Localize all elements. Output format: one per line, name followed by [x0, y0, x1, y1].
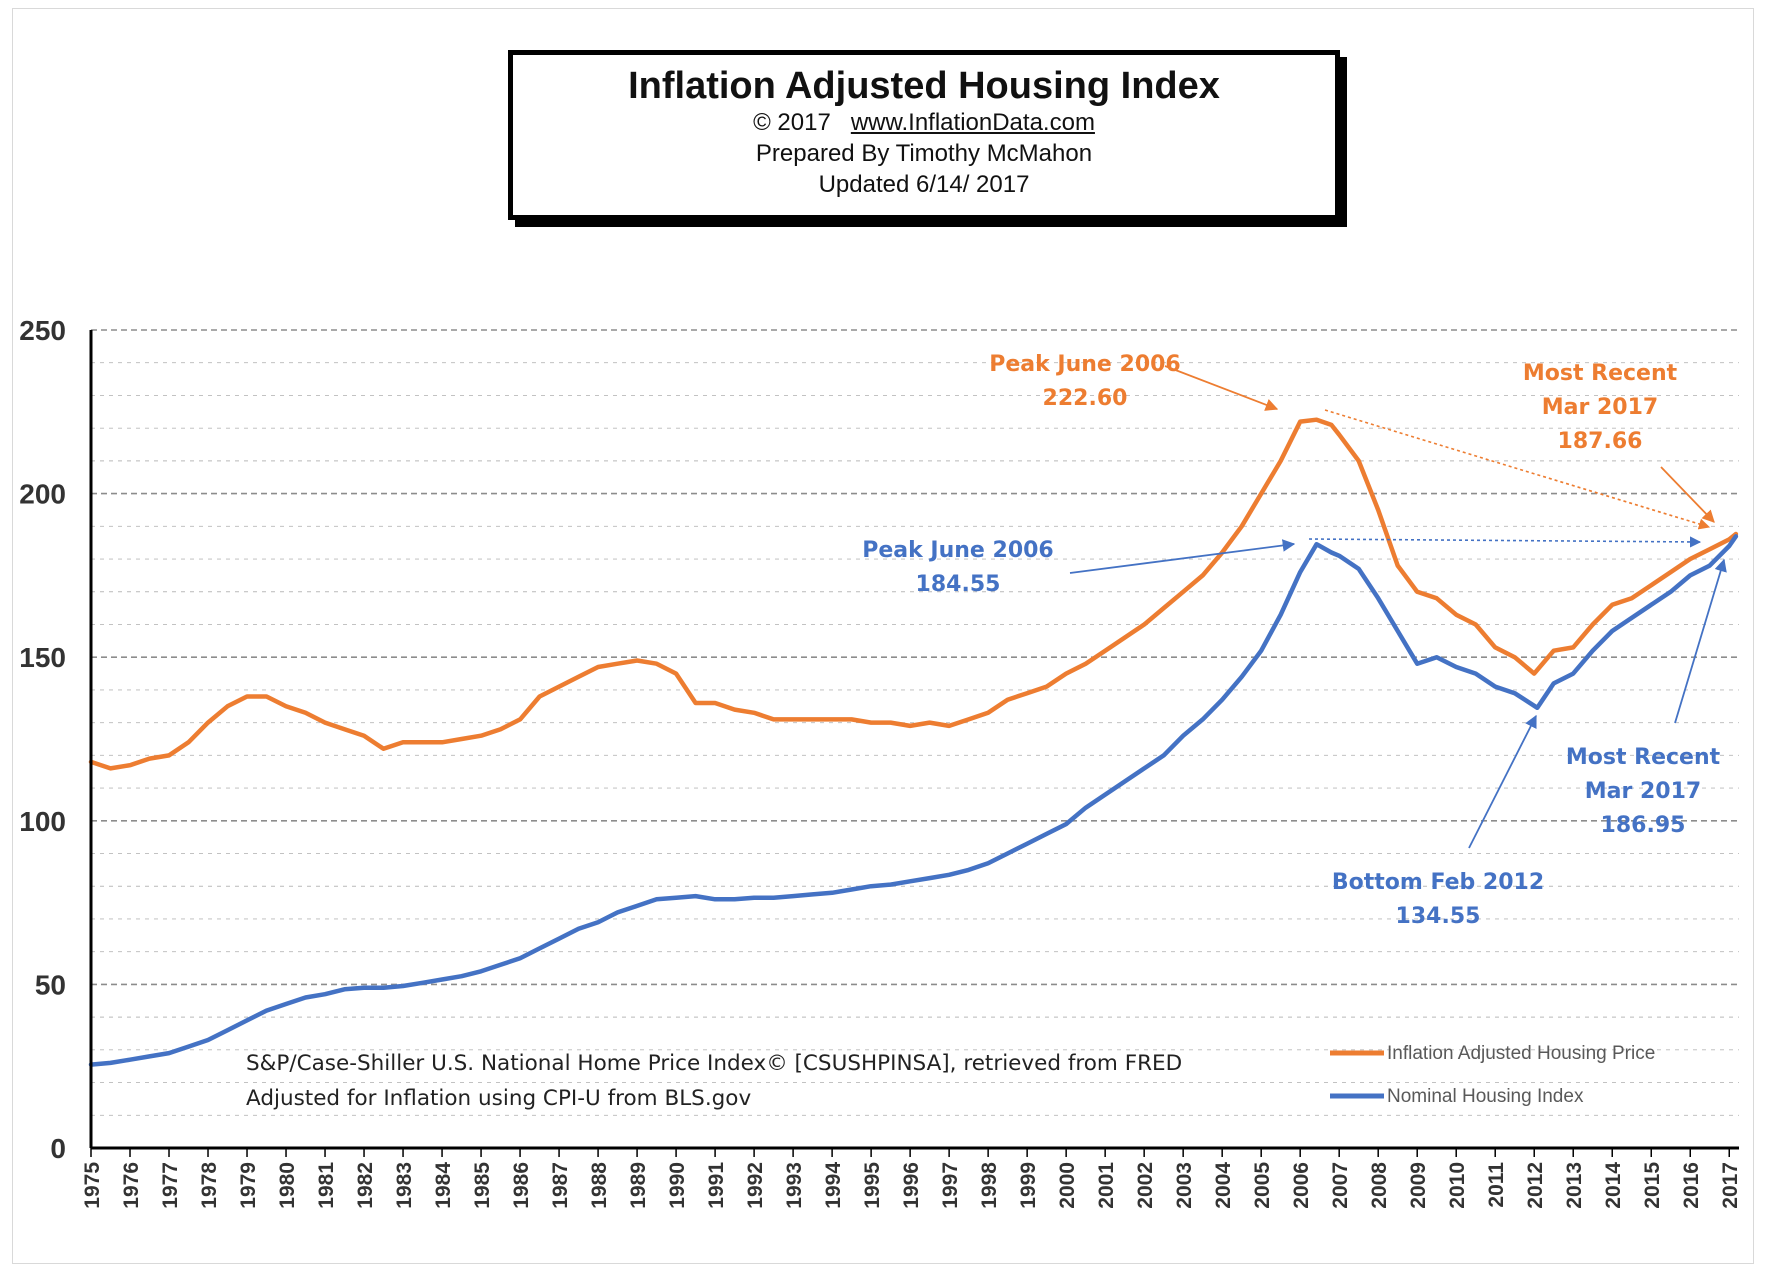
- x-tick-label: 2015: [1641, 1162, 1664, 1209]
- y-tick-label: 250: [19, 315, 66, 346]
- annotation-label: Bottom Feb 2012: [1332, 870, 1544, 895]
- source-notes: S&P/Case-Shiller U.S. National Home Pric…: [246, 1051, 1182, 1111]
- x-tick-label: 1993: [783, 1162, 806, 1209]
- x-tick-label: 1990: [666, 1162, 689, 1209]
- x-tick-label: 1975: [81, 1162, 104, 1209]
- x-tick-label: 1995: [861, 1162, 884, 1209]
- x-tick-label: 2011: [1485, 1162, 1508, 1208]
- x-tick-label: 2010: [1446, 1162, 1469, 1209]
- chart-title: Inflation Adjusted Housing Index: [628, 65, 1220, 107]
- title-box: Inflation Adjusted Housing Index © 2017 …: [508, 50, 1340, 220]
- grid-lines: [91, 329, 1739, 1116]
- x-tick-label: 1987: [549, 1162, 572, 1209]
- annotations: Peak June 2006 222.60 Most Recent Mar 2017 1…: [862, 352, 1727, 929]
- annotation-arrow: [1468, 714, 1537, 849]
- y-tick-label: 200: [19, 479, 66, 510]
- x-tick-label: 2006: [1290, 1162, 1313, 1209]
- copyright-line: © 2017 www.InflationData.com: [513, 107, 1335, 138]
- annotation-label: Most Recent: [1566, 745, 1721, 770]
- x-tick-label: 1982: [354, 1162, 377, 1209]
- y-tick-label: 50: [35, 969, 66, 1000]
- x-tick-label: 1980: [276, 1162, 299, 1209]
- annotation-dotted-pointer: [1308, 536, 1702, 548]
- x-tick-label: 1985: [471, 1162, 494, 1209]
- x-tick-label: 1979: [237, 1162, 260, 1209]
- x-tick-label: 1983: [393, 1162, 416, 1209]
- x-tick-label: 1996: [900, 1162, 923, 1209]
- copyright-text: © 2017: [753, 109, 831, 136]
- legend-label: Inflation Adjusted Housing Price: [1387, 1043, 1655, 1064]
- x-tick-label: 2016: [1680, 1162, 1703, 1209]
- x-tick-label: 2002: [1134, 1162, 1157, 1209]
- y-tick-label: 100: [19, 806, 66, 837]
- y-tick-label: 0: [50, 1133, 66, 1164]
- annotation-label: 187.66: [1558, 429, 1643, 454]
- annotation-label: 184.55: [916, 572, 1001, 597]
- x-tick-label: 2008: [1368, 1162, 1391, 1209]
- x-tick-label: 1991: [705, 1162, 728, 1209]
- annotation-dotted-pointer: [1324, 409, 1711, 530]
- annotation-arrow: [1164, 365, 1279, 411]
- x-tick-label: 1998: [978, 1162, 1001, 1209]
- x-tick-label: 1978: [198, 1162, 221, 1209]
- nominal-series-line: [88, 534, 1739, 1067]
- prepared-by-text: Prepared By Timothy McMahon: [755, 140, 1093, 167]
- x-tick-label: 1984: [432, 1162, 455, 1209]
- x-tick-label: 1977: [159, 1162, 182, 1209]
- x-tick-label: 2013: [1563, 1162, 1586, 1209]
- x-tick-label: 2005: [1251, 1162, 1274, 1209]
- annotation-label: 134.55: [1396, 904, 1481, 929]
- source-note: S&P/Case-Shiller U.S. National Home Pric…: [246, 1051, 1182, 1076]
- x-tick-label: 2000: [1056, 1162, 1079, 1209]
- series-lines: [88, 417, 1739, 1067]
- annotation-label: Peak June 2006: [989, 352, 1181, 377]
- x-tick-label: 1989: [627, 1162, 650, 1209]
- x-tick-label: 1997: [939, 1162, 962, 1209]
- updated-text: Updated 6/14/ 2017: [818, 171, 1030, 198]
- annotation-label: 186.95: [1601, 813, 1686, 838]
- annotation-label: Most Recent: [1523, 361, 1678, 386]
- y-tick-label: 150: [19, 642, 66, 673]
- axes: 0 50 100 150 200 250 1975 1976 1977 1978 1979 1980 1…: [19, 315, 1742, 1209]
- x-tick-label: 2003: [1173, 1162, 1196, 1209]
- x-tick-label: 2014: [1602, 1162, 1625, 1209]
- x-tick-label: 2012: [1524, 1162, 1547, 1209]
- annotation-arrow: [1674, 558, 1727, 724]
- annotation-arrow: [1069, 539, 1296, 574]
- x-tick-label: 1994: [822, 1162, 845, 1209]
- legend: Inflation Adjusted Housing Price Nominal …: [1330, 1043, 1655, 1107]
- annotation-label: Mar 2017: [1585, 779, 1701, 804]
- x-tick-label: 1981: [315, 1162, 338, 1209]
- x-tick-label: 2004: [1212, 1162, 1235, 1209]
- legend-label: Nominal Housing Index: [1387, 1086, 1584, 1107]
- website-link[interactable]: www.InflationData.com: [850, 109, 1095, 136]
- x-tick-label: 2001: [1095, 1162, 1118, 1209]
- x-tick-label: 1986: [510, 1162, 533, 1209]
- annotation-arrow: [1660, 466, 1715, 523]
- x-tick-label: 2007: [1329, 1162, 1352, 1209]
- annotation-label: Peak June 2006: [862, 538, 1054, 563]
- x-tick-label: 1992: [744, 1162, 767, 1209]
- x-tick-label: 1976: [120, 1162, 143, 1209]
- source-note: Adjusted for Inflation using CPI-U from …: [246, 1086, 751, 1111]
- x-tick-label: 2017: [1719, 1162, 1742, 1209]
- inflation-adjusted-series-line: [88, 417, 1739, 771]
- x-tick-label: 1988: [588, 1162, 611, 1209]
- x-tick-label: 1999: [1017, 1162, 1040, 1209]
- x-tick-label: 2009: [1407, 1162, 1430, 1209]
- annotation-label: 222.60: [1043, 386, 1128, 411]
- annotation-label: Mar 2017: [1542, 395, 1658, 420]
